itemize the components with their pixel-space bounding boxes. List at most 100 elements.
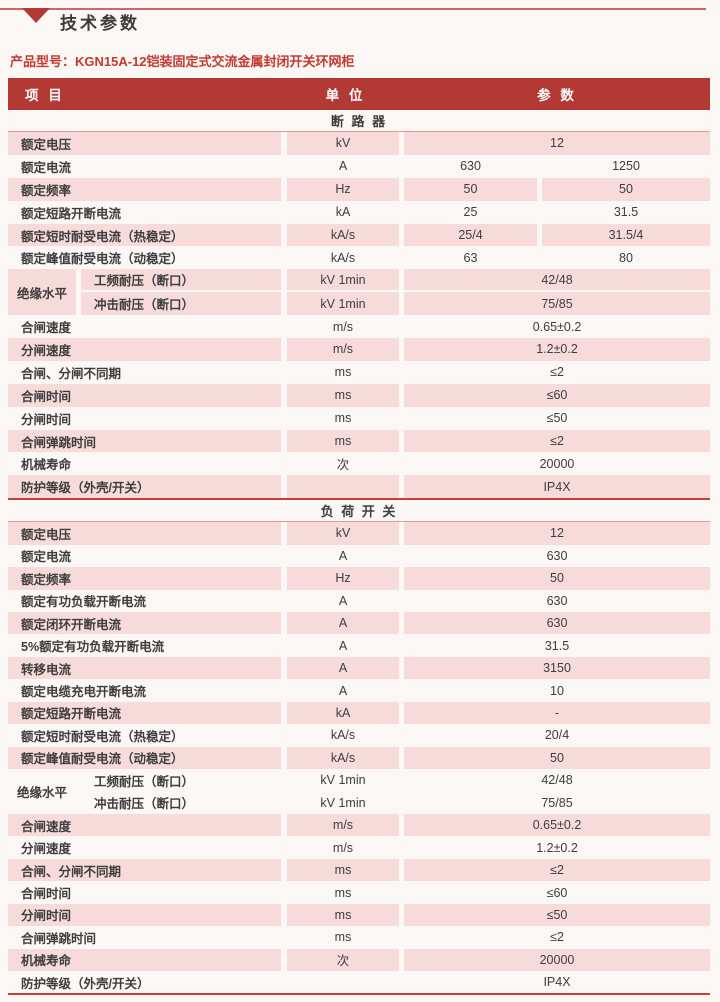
product-model: 产品型号：KGN15A-12铠装固定式交流金属封闭开关环网柜 (10, 54, 355, 69)
value-cell: 50 (542, 177, 710, 201)
unit-cell: ms (287, 383, 399, 407)
row-label: 机械寿命 (21, 458, 72, 473)
table-row: 额定短时耐受电流（热稳定） kA/s 25/4 31.5/4 (8, 223, 710, 247)
unit-cell: ms (334, 411, 352, 426)
row-label: 额定短时耐受电流（热稳定） (21, 729, 184, 744)
unit-cell: kV 1min (287, 292, 399, 316)
row-label: 转移电流 (8, 656, 281, 680)
value-cell: 10 (550, 683, 564, 698)
unit-cell: 次 (287, 948, 399, 972)
table-body: 断 路 器额定电压 kV 12 额定电流 A 630 1250 额定频率 Hz 50 50 额定短路开… (8, 110, 710, 996)
table-row: 额定短路开断电流 kA 25 31.5 (8, 201, 710, 224)
unit-cell: m/s (287, 338, 399, 361)
value-cell: ≤50 (546, 411, 568, 426)
row-label: 额定电压 (8, 132, 281, 155)
value-cell: 20000 (539, 456, 575, 471)
unit-cell: kA/s (330, 728, 356, 743)
row-label: 冲击耐压（断口） (94, 797, 195, 812)
group-subrows: 工频耐压（断口） kV 1min 42/48 冲击耐压（断口） kV 1min 75/85 (81, 769, 710, 814)
unit-cell: m/s (287, 813, 399, 837)
table-subrow: 冲击耐压（断口） kV 1min 75/85 (81, 292, 710, 316)
unit-cell: ms (287, 903, 399, 927)
row-label: 5%额定有功负载开断电流 (21, 640, 165, 655)
row-label: 额定电流 (21, 160, 72, 175)
table-row: 防护等级（外壳/开关） IP4X (8, 475, 710, 499)
table-row: 合闸、分闸不同期 ms ≤2 (8, 361, 710, 384)
value-cell: IP4X (404, 475, 710, 499)
row-label: 额定闭环开断电流 (8, 612, 281, 635)
table-row: 分闸时间 ms ≤50 (8, 903, 710, 927)
table-row: 额定电缆充电开断电流 A 10 (8, 679, 710, 701)
row-label: 额定短路开断电流 (8, 701, 281, 725)
unit-cell: kA/s (287, 746, 399, 770)
value-cell: 50 (404, 567, 710, 590)
row-label: 额定峰值耐受电流（动稳定） (8, 746, 281, 770)
unit-cell: m/s (332, 319, 354, 334)
value-cell: ≤2 (550, 930, 564, 945)
unit-cell: kV 1min (320, 773, 366, 788)
unit-cell: ms (287, 858, 399, 882)
row-label: 额定电压 (8, 522, 281, 545)
row-label: 合闸弹跳时间 (21, 931, 97, 946)
table-row: 机械寿命 次 20000 (8, 452, 710, 475)
row-label: 合闸时间 (21, 887, 72, 901)
unit-cell: 次 (336, 458, 350, 473)
value-cell: 42/48 (404, 269, 710, 293)
value-cell: 25 (463, 205, 478, 220)
unit-cell: kV (287, 132, 399, 155)
value-cell: 50 (404, 746, 710, 770)
unit-cell: Hz (287, 567, 399, 590)
unit-cell: A (338, 683, 348, 698)
table-row: 合闸弹跳时间 ms ≤2 (8, 429, 710, 453)
value-cell: 12 (404, 132, 710, 155)
unit-cell: kA (335, 205, 351, 220)
table-subrow: 冲击耐压（断口） kV 1min 75/85 (81, 792, 710, 814)
unit-cell: kA (287, 701, 399, 725)
row-label: 额定频率 (8, 177, 281, 201)
section-rows: 额定电压 kV 12 额定电流 A 630 额定频率 Hz 50 额定有功负载开断电流 A 630 额定… (8, 522, 710, 993)
value-cell: 31.5/4 (542, 223, 710, 247)
table-row: 额定峰值耐受电流（动稳定） kA/s 63 80 (8, 246, 710, 269)
row-label: 合闸时间 (8, 383, 281, 407)
value-cell: 75/85 (404, 292, 710, 316)
row-label: 工频耐压（断口） (94, 774, 195, 789)
column-header-param: 参 数 (537, 88, 577, 103)
unit-cell: kV 1min (287, 269, 399, 293)
value-cell: 25/4 (404, 223, 537, 247)
row-label: 分闸时间 (8, 903, 281, 927)
table-row: 合闸、分闸不同期 ms ≤2 (8, 858, 710, 882)
table-row: 合闸时间 ms ≤60 (8, 881, 710, 903)
unit-cell: kA/s (287, 223, 399, 247)
value-cell: ≤60 (404, 383, 710, 407)
value-cell: 75/85 (541, 795, 573, 810)
value-cell: ≤2 (404, 858, 710, 882)
unit-cell: A (338, 638, 348, 653)
value-cell: 0.65±0.2 (532, 319, 582, 334)
value-cell: 1250 (612, 159, 640, 174)
table-row: 防护等级（外壳/开关） IP4X (8, 971, 710, 993)
unit-cell: ms (334, 930, 352, 945)
row-label: 分闸速度 (21, 842, 72, 857)
table-row: 额定峰值耐受电流（动稳定） kA/s 50 (8, 746, 710, 770)
top-divider (0, 8, 706, 10)
value-cell: 630 (546, 593, 568, 608)
group-label: 绝缘水平 (8, 269, 76, 316)
table-subrow: 工频耐压（断口） kV 1min 42/48 (81, 269, 710, 293)
row-label: 额定短时耐受电流（热稳定） (8, 223, 281, 247)
unit-cell: A (338, 548, 348, 563)
unit-cell: m/s (332, 840, 354, 855)
table-row: 额定闭环开断电流 A 630 (8, 612, 710, 635)
table-row: 合闸速度 m/s 0.65±0.2 (8, 315, 710, 338)
table-row: 额定有功负载开断电流 A 630 (8, 590, 710, 612)
row-label: 冲击耐压（断口） (81, 292, 281, 316)
value-cell: 42/48 (541, 773, 573, 788)
triangle-marker-icon (22, 8, 50, 23)
table-row-group: 绝缘水平 工频耐压（断口） kV 1min 42/48 冲击耐压（断口） kV 1min 7… (8, 269, 710, 316)
value-cell: 50 (404, 177, 537, 201)
table-row: 合闸速度 m/s 0.65±0.2 (8, 813, 710, 837)
value-cell: 31.5 (613, 205, 639, 220)
value-cell: 3150 (404, 656, 710, 680)
unit-cell: kA/s (330, 250, 356, 265)
group-subrows: 工频耐压（断口） kV 1min 42/48 冲击耐压（断口） kV 1min 75/85 (81, 269, 710, 316)
